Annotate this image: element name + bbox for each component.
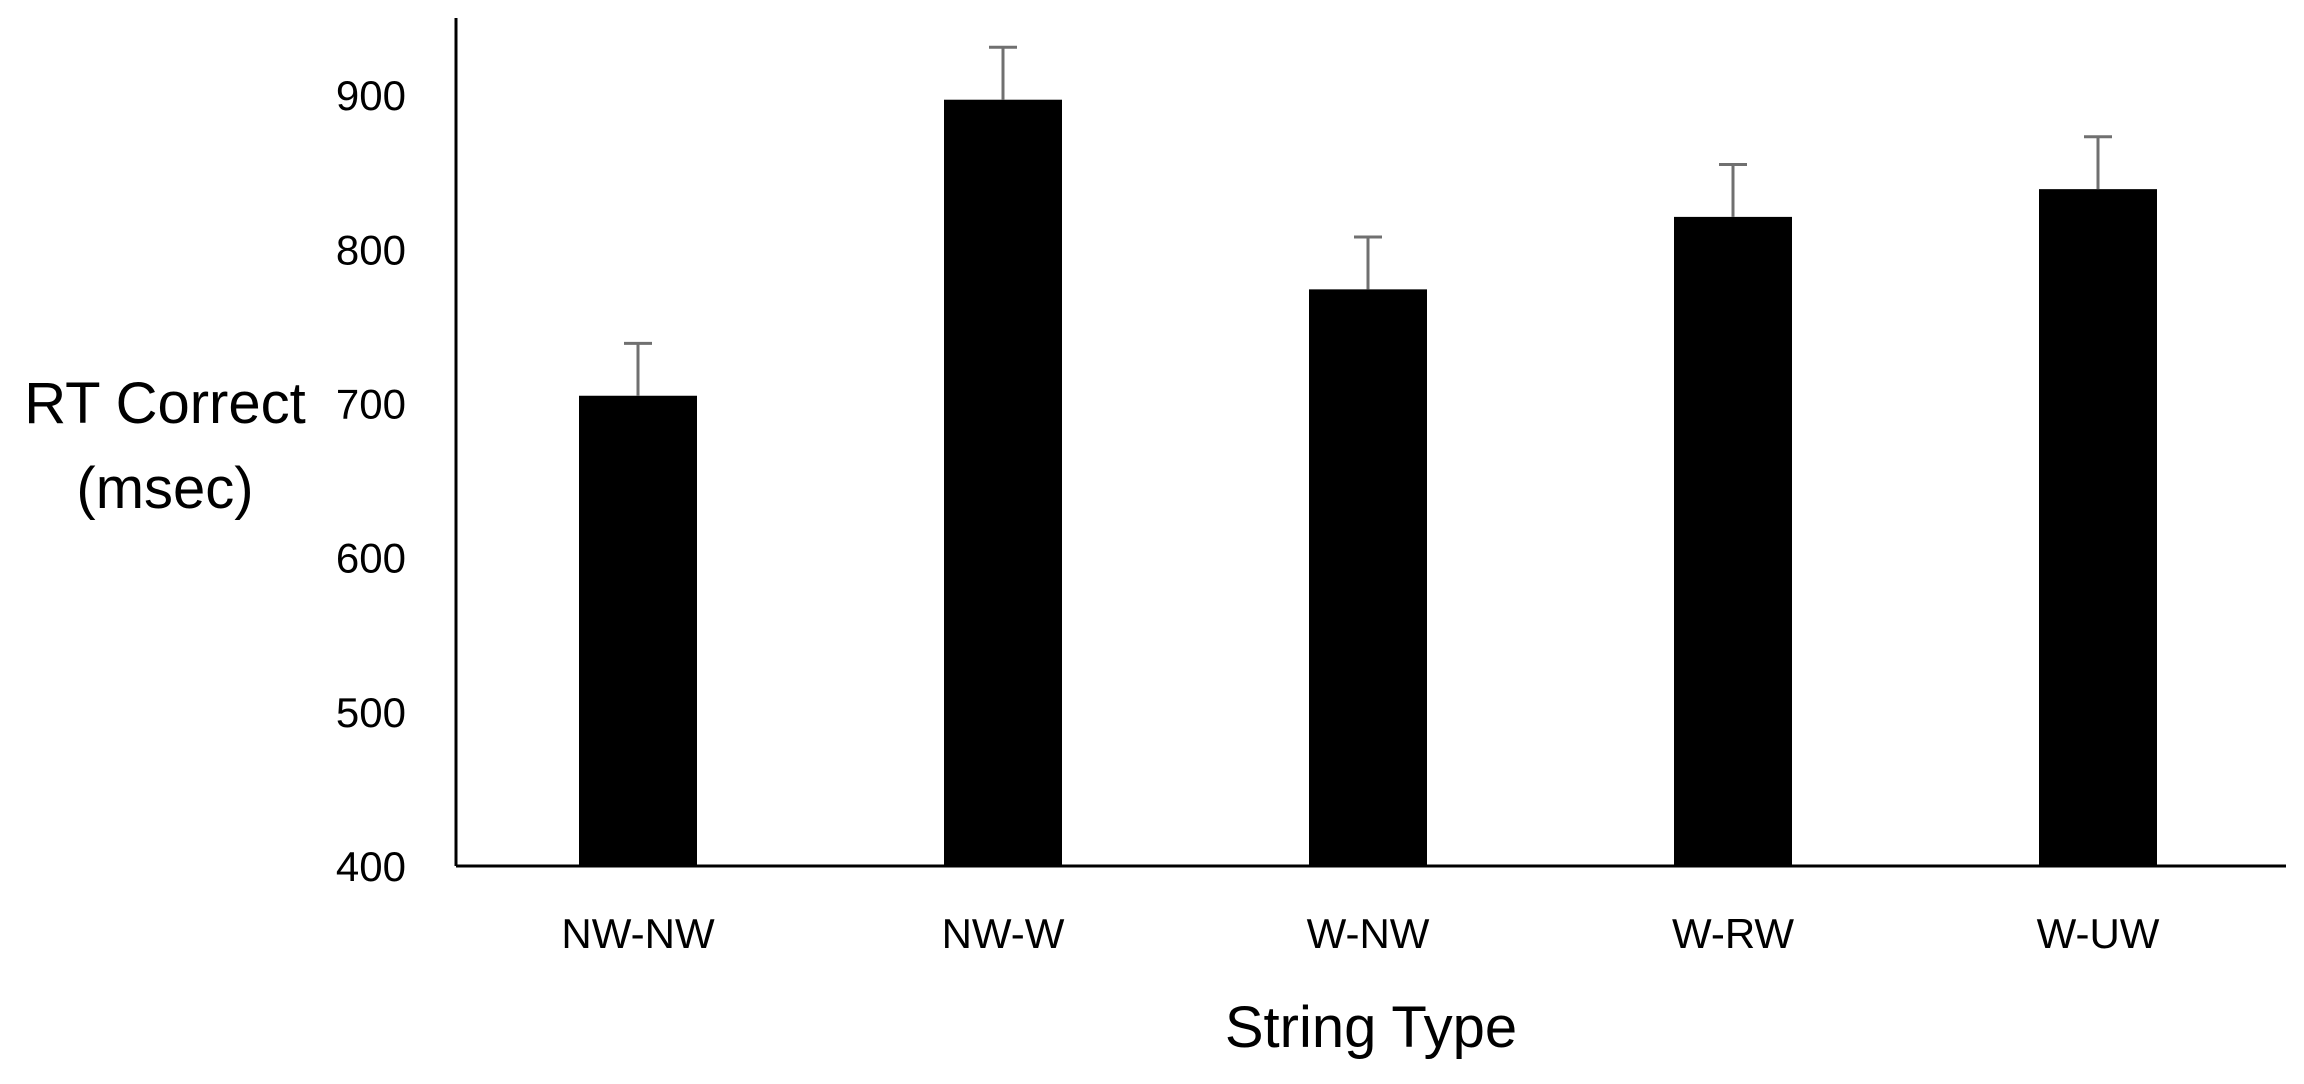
y-tick-labels: 400 500 600 700 800 900 (336, 72, 406, 890)
error-bars-layer (624, 45, 2112, 396)
x-tick-labels: NW-NW NW-W W-NW W-RW W-UW (561, 910, 2159, 957)
x-tick-label-nw-nw: NW-NW (561, 910, 715, 957)
x-tick-label-w-nw: W-NW (1307, 910, 1430, 957)
bar-nw-nw (579, 395, 697, 866)
y-tick-label-500: 500 (336, 689, 406, 736)
x-tick-label-w-rw: W-RW (1672, 910, 1794, 957)
bar-w-nw (1309, 289, 1427, 866)
y-tick-label-700: 700 (336, 380, 406, 427)
bars-layer (579, 99, 2157, 867)
error-bar-w-nw (1354, 235, 1382, 290)
y-tick-label-800: 800 (336, 226, 406, 273)
y-axis-title-line-1: RT Correct (24, 371, 305, 436)
axes-layer (454, 18, 2286, 868)
error-bar-nw-nw (624, 341, 652, 396)
x-axis-title: String Type (1225, 995, 1517, 1060)
error-bar-w-rw (1719, 162, 1747, 217)
x-tick-label-w-uw: W-UW (2037, 910, 2160, 957)
bar-w-uw (2039, 189, 2157, 866)
bar-nw-w (944, 99, 1062, 866)
y-tick-label-400: 400 (336, 843, 406, 890)
error-bar-w-uw (2084, 135, 2112, 190)
error-bar-nw-w (989, 45, 1017, 100)
y-axis-title-line-2: (msec) (76, 456, 253, 521)
bar-w-rw (1674, 216, 1792, 867)
x-tick-label-nw-w: NW-W (942, 910, 1065, 957)
y-tick-label-900: 900 (336, 72, 406, 119)
y-tick-label-600: 600 (336, 535, 406, 582)
